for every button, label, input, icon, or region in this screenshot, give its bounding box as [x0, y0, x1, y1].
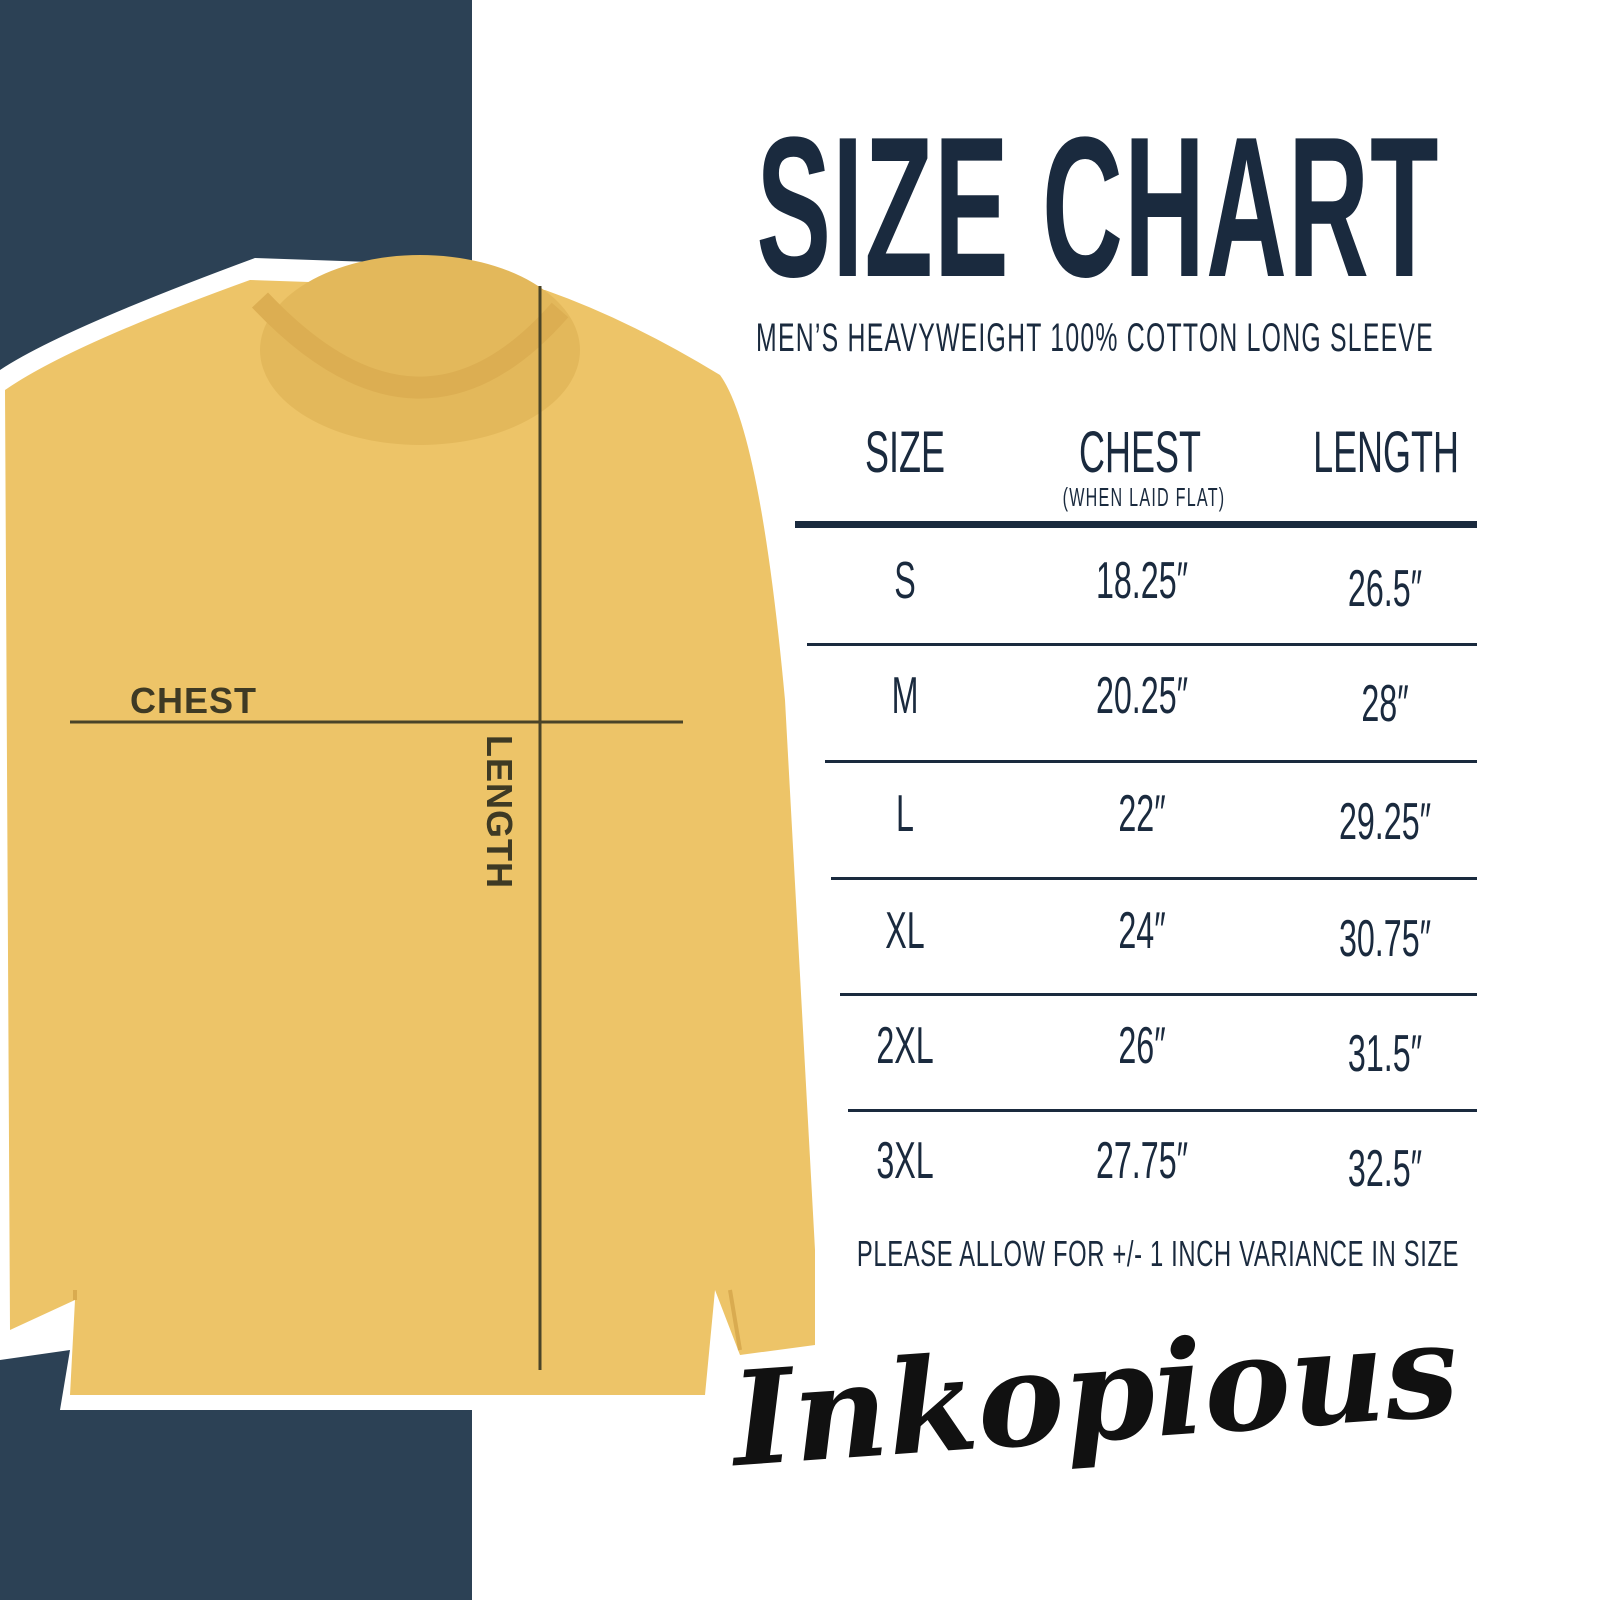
cell-length: 31.5″	[1347, 1025, 1423, 1083]
header-divider	[795, 521, 1477, 528]
length-label: LENGTH	[479, 735, 520, 889]
subtitle: MEN’S HEAVYWEIGHT 100% COTTON LONG SLEEV…	[756, 316, 1434, 360]
chest-label: CHEST	[130, 680, 258, 721]
row-divider	[840, 993, 1477, 996]
cell-size: 2XL	[876, 1017, 934, 1075]
cell-chest: 27.75″	[1095, 1132, 1189, 1190]
cell-chest: 22″	[1118, 785, 1166, 843]
cell-length: 28″	[1361, 675, 1409, 733]
cell-chest: 24″	[1118, 902, 1166, 960]
cell-size: 3XL	[876, 1132, 934, 1190]
row-divider	[848, 1109, 1477, 1112]
cell-size: L	[896, 785, 914, 843]
header-chest-note: (WHEN LAID FLAT)	[1062, 482, 1226, 512]
header-size: SIZE	[865, 420, 945, 485]
cell-size: M	[891, 667, 919, 725]
cell-length: 32.5″	[1347, 1140, 1423, 1198]
cell-size: S	[894, 552, 916, 610]
cell-length: 26.5″	[1347, 560, 1423, 618]
cell-chest: 20.25″	[1095, 667, 1189, 725]
cell-chest: 26″	[1118, 1017, 1166, 1075]
cell-length: 29.25″	[1338, 793, 1432, 851]
row-divider	[831, 877, 1477, 880]
cell-chest: 18.25″	[1095, 552, 1189, 610]
cell-length: 30.75″	[1338, 910, 1432, 968]
header-length: LENGTH	[1313, 420, 1459, 485]
row-divider	[807, 643, 1477, 646]
row-divider	[825, 760, 1477, 763]
page-title: SIZE CHART	[756, 96, 1440, 319]
header-chest: CHEST	[1079, 420, 1201, 485]
variance-note: PLEASE ALLOW FOR +/- 1 INCH VARIANCE IN …	[856, 1233, 1460, 1274]
cell-size: XL	[885, 902, 925, 960]
shirt-illustration	[5, 255, 815, 1395]
